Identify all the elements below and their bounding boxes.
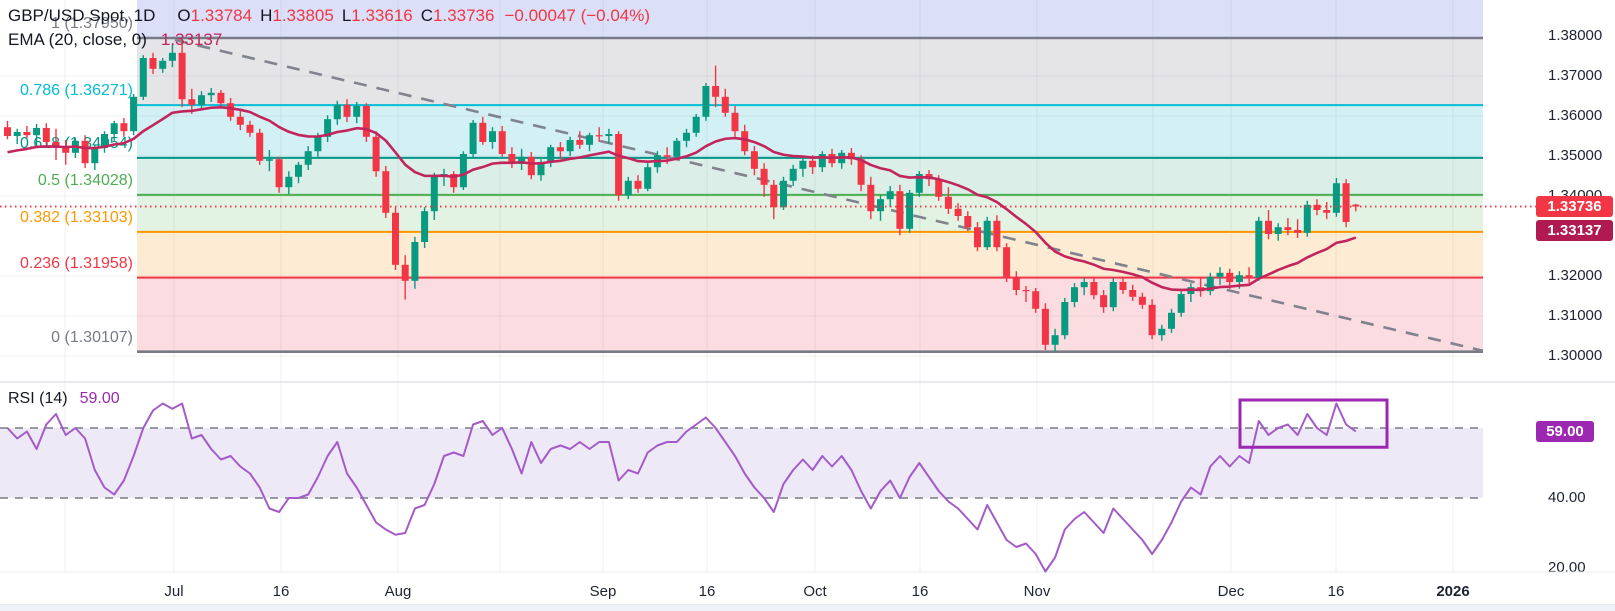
- time-axis-label: Jul: [164, 583, 184, 600]
- change-value: −0.00047 (−0.04%): [504, 6, 651, 25]
- high-label: H: [260, 6, 273, 25]
- high-value: 1.33805: [272, 6, 334, 25]
- time-axis-label: Dec: [1217, 583, 1245, 600]
- time-axis-label: 16: [272, 583, 290, 600]
- time-axis-label: Oct: [803, 583, 827, 600]
- open-value: 1.33784: [190, 6, 253, 25]
- fib-level-label: 0.382 (1.33103): [20, 208, 133, 226]
- close-value: 1.33736: [433, 6, 495, 25]
- rsi-annotation-box: [1238, 398, 1389, 449]
- ema-legend-row[interactable]: EMA (20, close, 0) 1.33137: [8, 28, 650, 52]
- ema-line: [7, 106, 1357, 292]
- time-axis-label: 16: [1327, 583, 1345, 600]
- rsi-band-fill: [0, 428, 1483, 498]
- price-axis-label: 1.37000: [1548, 67, 1603, 84]
- open-label: O: [177, 6, 191, 25]
- fib-level-label: 0 (1.30107): [51, 328, 133, 346]
- price-axis-label: 1.35000: [1548, 147, 1603, 164]
- fib-level-label: 0.786 (1.36271): [20, 82, 133, 100]
- close-label: C: [420, 6, 434, 25]
- time-axis-label: Nov: [1023, 583, 1051, 600]
- fib-level-label: 0.236 (1.31958): [20, 254, 133, 272]
- rsi-legend-row[interactable]: RSI (14) 59.00: [8, 390, 120, 408]
- time-axis-label: 2026: [1436, 583, 1470, 600]
- rsi-line: [6, 402, 1357, 573]
- fib-level-label: 0.5 (1.34028): [37, 171, 133, 189]
- price-axis-label: 1.31000: [1548, 307, 1603, 324]
- price-axis-label: 1.36000: [1548, 107, 1603, 124]
- price-axis-label: 1.30000: [1548, 347, 1603, 364]
- time-axis-label: Sep: [589, 583, 617, 600]
- rsi-indicator-value: 59.00: [79, 390, 120, 407]
- symbol-legend-row[interactable]: GBP/USD Spot, 1D O1.33784 H1.33805 L1.33616…: [8, 4, 650, 28]
- low-label: L: [341, 6, 352, 25]
- ema-value-badge: 1.33137: [1536, 220, 1613, 242]
- price-axis-label: 1.38000: [1548, 27, 1603, 44]
- ema-indicator-value: 1.33137: [160, 30, 223, 49]
- fib-level-label: 1 (1.37950): [51, 15, 133, 32]
- bottom-toolbar-edge: [0, 604, 1615, 611]
- last-price-badge: 1.33736: [1536, 196, 1613, 218]
- time-axis-label: Aug: [384, 583, 412, 600]
- candlestick-series: [4, 40, 1360, 352]
- rsi-value-badge: 59.00: [1536, 421, 1594, 442]
- time-axis-label: 16: [911, 583, 929, 600]
- descending-trendline: [174, 38, 1484, 353]
- rsi-axis-label: 40.00: [1548, 489, 1586, 506]
- rsi-indicator-label[interactable]: RSI (14): [8, 390, 68, 407]
- time-axis-label: 16: [698, 583, 716, 600]
- price-axis-label: 1.32000: [1548, 267, 1603, 284]
- low-value: 1.33616: [351, 6, 413, 25]
- symbol-title[interactable]: GBP/USD Spot, 1D: [8, 6, 156, 25]
- symbol-legend: GBP/USD Spot, 1D O1.33784 H1.33805 L1.33616…: [8, 4, 650, 52]
- ema-indicator-label[interactable]: EMA (20, close, 0): [8, 30, 147, 49]
